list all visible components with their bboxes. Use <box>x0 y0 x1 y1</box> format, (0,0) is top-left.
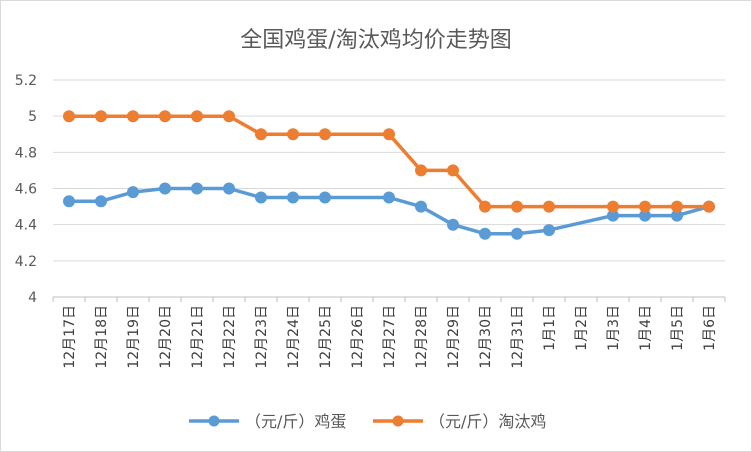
data-point <box>543 224 555 237</box>
x-tick-label: 1月4日 <box>638 305 654 351</box>
data-point <box>127 186 139 199</box>
data-point <box>95 195 107 208</box>
x-tick-label: 12月17日 <box>62 305 78 369</box>
grid-layer <box>53 79 725 262</box>
y-tick-label: 4.6 <box>15 182 37 198</box>
legend-label: （元/斤）淘汰鸡 <box>429 412 546 431</box>
data-point <box>319 128 331 141</box>
data-point <box>287 191 299 204</box>
data-point <box>383 128 395 141</box>
x-tick-label: 1月3日 <box>606 305 622 351</box>
x-tick-label: 1月6日 <box>702 305 718 351</box>
data-point <box>255 191 267 204</box>
data-point <box>447 218 459 231</box>
legend: （元/斤）鸡蛋 （元/斤）淘汰鸡 <box>189 412 546 431</box>
x-tick-label: 12月28日 <box>414 305 430 369</box>
legend-label: （元/斤）鸡蛋 <box>245 412 346 431</box>
data-point <box>415 164 427 177</box>
x-tick-label: 12月21日 <box>190 305 206 369</box>
data-point <box>287 128 299 141</box>
x-tick-label: 12月27日 <box>382 305 398 369</box>
y-tick-label: 4.2 <box>15 254 37 270</box>
data-point <box>639 200 651 213</box>
y-tick-label: 4.8 <box>15 145 37 161</box>
x-tick-label: 12月18日 <box>94 305 110 369</box>
data-point <box>191 182 203 195</box>
data-point <box>223 110 235 123</box>
axis-layer: 4 4.2 4.4 4.6 4.8 5 5.2 12月17日 12月18日 12月19日 12月20… <box>15 73 726 369</box>
data-point <box>671 200 683 213</box>
y-tick-label: 4.4 <box>15 218 37 234</box>
x-tick-label: 1月5日 <box>670 305 686 351</box>
x-tick-label: 12月23日 <box>254 305 270 369</box>
x-tick-label: 1月2日 <box>574 305 590 351</box>
series-1 <box>63 182 715 240</box>
data-point <box>543 200 555 213</box>
legend-marker <box>392 415 404 427</box>
legend-item-1: （元/斤）鸡蛋 <box>189 412 346 431</box>
data-point <box>511 227 523 240</box>
x-tick-label: 12月29日 <box>446 305 462 369</box>
data-point <box>127 110 139 123</box>
data-point <box>479 227 491 240</box>
data-point <box>63 195 75 208</box>
data-point <box>255 128 267 141</box>
x-tick-label: 12月31日 <box>510 305 526 369</box>
y-tick-label: 5.2 <box>15 73 37 89</box>
x-tick-label: 12月25日 <box>318 305 334 369</box>
x-tick-label: 12月22日 <box>222 305 238 369</box>
x-tick-label: 12月26日 <box>350 305 366 369</box>
x-tick-label: 1月1日 <box>542 305 558 351</box>
data-point <box>223 182 235 195</box>
data-point <box>63 110 75 123</box>
series-layer <box>63 110 715 240</box>
x-tick-label: 12月19日 <box>126 305 142 369</box>
y-tick-label: 4 <box>28 290 37 306</box>
x-tick-label: 12月30日 <box>478 305 494 369</box>
data-point <box>319 191 331 204</box>
legend-marker <box>208 415 220 427</box>
series-2 <box>63 110 715 213</box>
data-point <box>159 182 171 195</box>
legend-item-2: （元/斤）淘汰鸡 <box>373 412 546 431</box>
data-point <box>191 110 203 123</box>
chart-title: 全国鸡蛋/淘汰鸡均价走势图 <box>240 28 511 53</box>
data-point <box>607 200 619 213</box>
data-point <box>703 200 715 213</box>
data-point <box>159 110 171 123</box>
data-point <box>95 110 107 123</box>
x-tick-label: 12月20日 <box>158 305 174 369</box>
data-point <box>415 200 427 213</box>
y-tick-label: 5 <box>28 109 37 125</box>
data-point <box>511 200 523 213</box>
data-point <box>479 200 491 213</box>
data-point <box>383 191 395 204</box>
x-tick-label: 12月24日 <box>286 305 302 369</box>
data-point <box>447 164 459 177</box>
